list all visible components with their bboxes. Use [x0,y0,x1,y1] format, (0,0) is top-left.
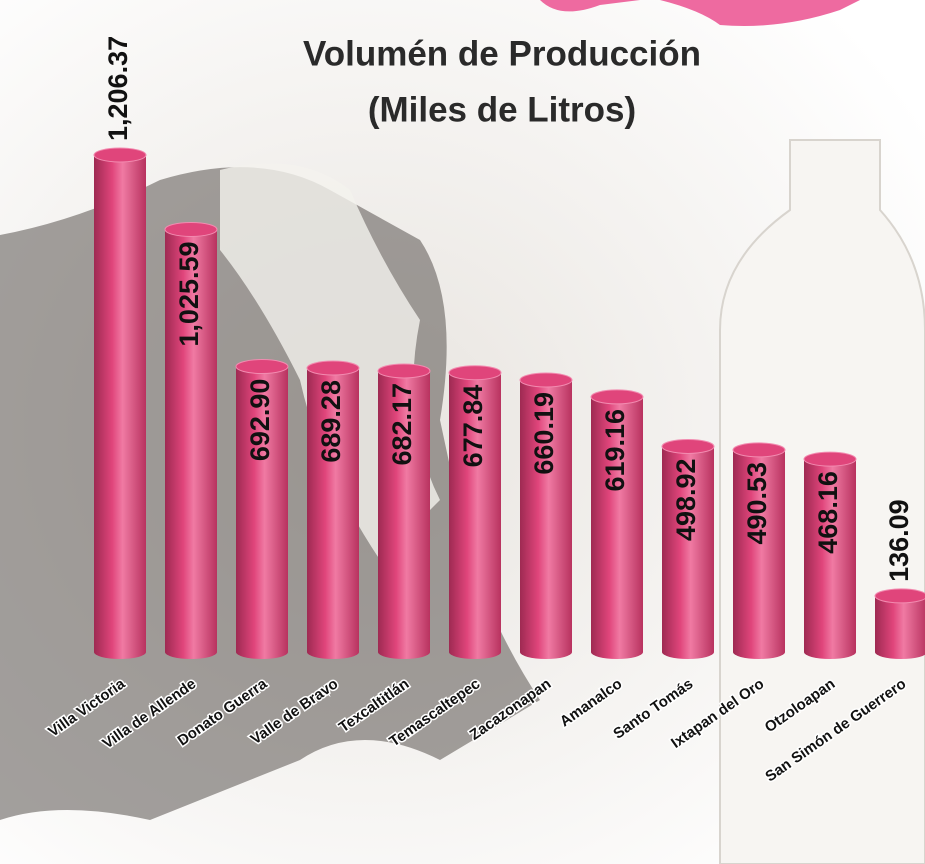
value-label: 468.16 [813,471,843,554]
value-label: 490.53 [742,462,772,545]
bar [94,148,146,659]
value-label: 660.19 [529,392,559,475]
value-label: 498.92 [671,458,701,541]
value-label: 619.16 [600,409,630,492]
value-label: 689.28 [316,380,346,463]
value-label: 1,206.37 [103,36,133,141]
chart-subtitle: (Miles de Litros) [368,90,636,129]
value-label: 1,025.59 [174,241,204,346]
value-label: 682.17 [387,383,417,466]
value-label: 692.90 [245,379,275,462]
chart-title: Volumén de Producción [303,34,701,73]
bar [875,589,925,659]
chart: Volumén de Producción (Miles de Litros) … [0,0,925,864]
value-label: 136.09 [884,499,914,582]
value-label: 677.84 [458,385,488,468]
